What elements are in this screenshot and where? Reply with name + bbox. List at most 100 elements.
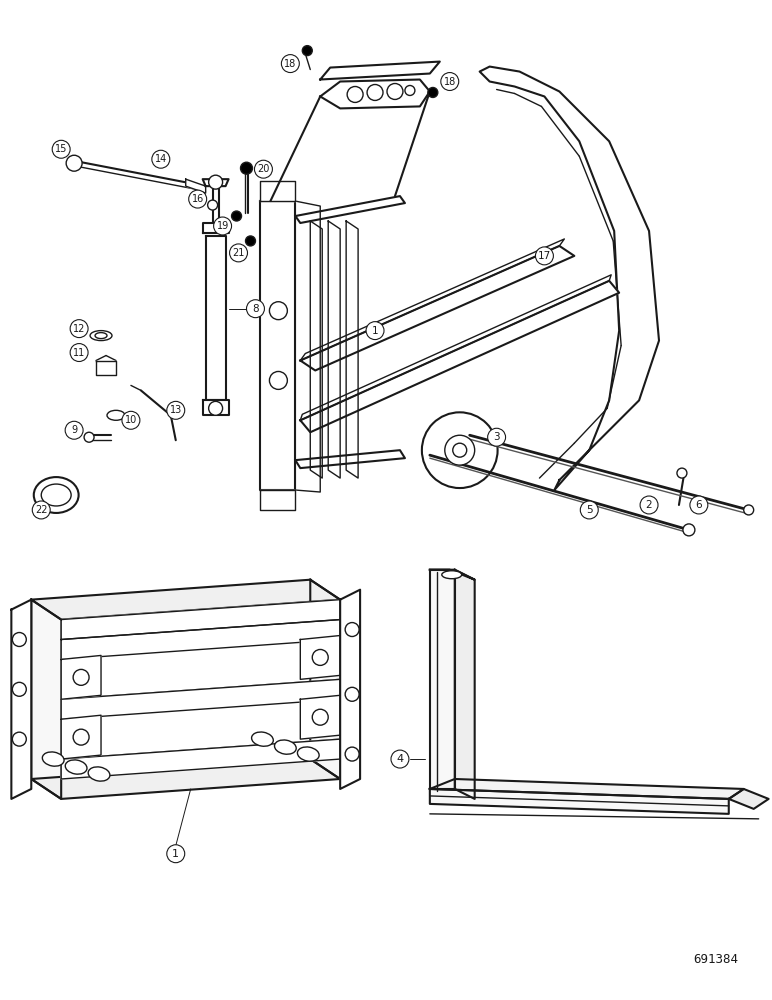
Polygon shape [346,221,358,478]
Circle shape [683,524,695,536]
Text: 6: 6 [696,500,703,510]
Polygon shape [61,715,101,759]
Circle shape [345,747,359,761]
Text: 1: 1 [172,849,179,859]
Text: 12: 12 [73,324,85,334]
Text: 15: 15 [55,144,67,154]
Text: 9: 9 [71,425,77,435]
Polygon shape [203,223,229,233]
Circle shape [241,162,252,174]
Ellipse shape [252,732,273,746]
Circle shape [303,46,312,56]
Polygon shape [430,570,475,580]
Text: 691384: 691384 [694,953,739,966]
Circle shape [312,649,328,665]
Circle shape [70,344,88,362]
Circle shape [312,709,328,725]
Text: 21: 21 [232,248,245,258]
Polygon shape [96,361,116,375]
Ellipse shape [34,477,79,513]
Circle shape [208,200,218,210]
Ellipse shape [95,333,107,339]
Ellipse shape [42,752,64,766]
Circle shape [255,160,273,178]
Polygon shape [479,67,659,490]
Polygon shape [320,62,440,80]
Circle shape [73,729,89,745]
Circle shape [167,401,185,419]
Circle shape [208,401,222,415]
Circle shape [428,87,438,97]
Polygon shape [296,196,405,223]
Circle shape [367,85,383,100]
Text: 18: 18 [284,59,296,69]
Polygon shape [296,201,320,492]
Polygon shape [203,179,229,186]
Circle shape [640,496,658,514]
Polygon shape [203,400,229,415]
Circle shape [32,501,50,519]
Ellipse shape [442,571,462,579]
Circle shape [229,244,248,262]
Polygon shape [729,789,769,809]
Polygon shape [300,281,619,432]
Polygon shape [300,246,574,370]
Circle shape [12,633,26,646]
Polygon shape [205,236,225,400]
Circle shape [452,443,467,457]
Text: 20: 20 [257,164,269,174]
Polygon shape [296,450,405,468]
Circle shape [245,236,256,246]
Circle shape [345,623,359,637]
Circle shape [208,175,222,189]
Circle shape [281,55,300,73]
Text: 13: 13 [170,405,182,415]
Text: 1: 1 [372,326,378,336]
Circle shape [405,85,415,95]
Circle shape [167,845,185,863]
Circle shape [536,247,554,265]
Text: 18: 18 [444,77,456,87]
Circle shape [347,86,363,102]
Text: 14: 14 [154,154,167,164]
Circle shape [422,412,498,488]
Ellipse shape [107,410,125,420]
Polygon shape [328,221,340,478]
Polygon shape [61,739,340,779]
Text: 8: 8 [252,304,259,314]
Polygon shape [310,221,322,478]
Polygon shape [32,759,340,799]
Text: 5: 5 [586,505,593,515]
Circle shape [152,150,170,168]
Polygon shape [455,570,475,799]
Circle shape [743,505,753,515]
Text: 10: 10 [125,415,137,425]
Polygon shape [260,181,296,201]
Circle shape [52,140,70,158]
Circle shape [12,682,26,696]
Polygon shape [300,636,340,679]
Text: 22: 22 [35,505,48,515]
Circle shape [690,496,708,514]
Polygon shape [430,779,743,799]
Polygon shape [61,600,340,639]
Polygon shape [300,239,564,361]
Polygon shape [300,275,611,420]
Text: 4: 4 [396,754,404,764]
Ellipse shape [41,484,71,506]
Circle shape [345,687,359,701]
Circle shape [269,302,287,320]
Polygon shape [300,695,340,739]
Text: 16: 16 [191,194,204,204]
Circle shape [84,432,94,442]
Ellipse shape [275,740,296,754]
Circle shape [391,750,409,768]
Polygon shape [32,600,61,799]
Polygon shape [260,490,296,510]
Polygon shape [186,179,205,193]
Polygon shape [430,570,455,789]
Text: 19: 19 [216,221,229,231]
Polygon shape [430,789,729,814]
Circle shape [581,501,598,519]
Ellipse shape [88,767,110,781]
